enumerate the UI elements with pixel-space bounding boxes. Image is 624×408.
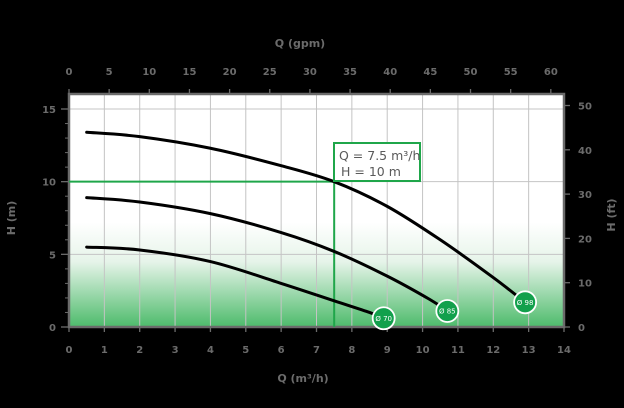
tick-label-x-bottom: 7 [313, 345, 320, 356]
tick-label-x-bottom: 11 [451, 345, 465, 356]
marker-circle [435, 299, 460, 323]
tick-label-x-bottom: 12 [486, 345, 500, 356]
curve-markers: Ø 98 Ø 85 Ø 70 [371, 290, 538, 331]
tick-label-x-bottom: 14 [557, 345, 571, 356]
operating-point-lines [69, 180, 336, 327]
tick-label-x-bottom: 10 [416, 345, 430, 356]
pump-curve-85 [85, 196, 449, 313]
annotation-line-h: H = 10 m [341, 164, 401, 179]
marker-label: Ø 70 [375, 315, 392, 323]
y-axis-right-title: H (ft) [605, 198, 618, 231]
tick-label-x-top: 10 [142, 67, 156, 78]
x-axis-top-title: Q (gpm) [275, 37, 325, 50]
tick-label-y-right: 20 [578, 234, 592, 245]
marker-85: Ø 85 [435, 299, 460, 323]
operating-point-annotation: Q = 7.5 m³/h H = 10 m [333, 142, 421, 182]
tick-label-x-bottom: 2 [136, 345, 143, 356]
tick-label-x-top: 35 [343, 67, 357, 78]
tick-label-x-bottom: 4 [207, 345, 214, 356]
tick-label-x-top: 40 [383, 67, 397, 78]
marker-label: Ø 98 [517, 299, 534, 307]
tick-label-x-bottom: 6 [278, 345, 285, 356]
tick-label-x-bottom: 5 [242, 345, 249, 356]
annotation-line-q: Q = 7.5 m³/h [339, 148, 420, 163]
tick-label-x-top: 20 [223, 67, 237, 78]
tick-label-x-top: 0 [66, 67, 73, 78]
x-axis-bottom-title: Q (m³/h) [277, 372, 328, 385]
tick-label-x-top: 50 [464, 67, 478, 78]
tick-label-y-right: 50 [578, 102, 592, 113]
tick-label-y-left: 10 [42, 178, 56, 189]
tick-label-x-bottom: 9 [384, 345, 391, 356]
tick-label-y-right: 10 [578, 279, 592, 290]
tick-label-x-top: 5 [106, 67, 113, 78]
marker-circle [513, 290, 538, 315]
tick-label-y-left: 0 [49, 323, 56, 334]
tick-label-x-bottom: 8 [348, 345, 355, 356]
marker-98: Ø 98 [513, 290, 538, 315]
pump-curve-70 [85, 245, 386, 320]
y-axis-left-title: H (m) [5, 201, 18, 236]
annotation-box [333, 142, 421, 182]
tick-label-x-bottom: 0 [66, 345, 73, 356]
axes [61, 89, 570, 332]
tick-label-x-bottom: 3 [172, 345, 179, 356]
tick-label-x-top: 15 [182, 67, 196, 78]
tick-label-x-bottom: 1 [101, 345, 108, 356]
tick-label-y-right: 0 [578, 323, 585, 334]
tick-label-x-top: 25 [263, 67, 277, 78]
marker-circle [371, 306, 396, 331]
tick-label-x-top: 55 [504, 67, 518, 78]
tick-label-y-left: 15 [42, 105, 56, 116]
tick-label-y-left: 5 [49, 250, 56, 261]
plot-frame [67, 92, 566, 329]
tick-label-y-right: 40 [578, 146, 592, 157]
tick-label-x-bottom: 13 [522, 345, 536, 356]
tick-label-y-right: 30 [578, 190, 592, 201]
tick-label-x-top: 45 [423, 67, 437, 78]
tick-label-x-top: 60 [544, 67, 558, 78]
tick-label-x-top: 30 [303, 67, 317, 78]
marker-label: Ø 85 [439, 308, 456, 316]
marker-70: Ø 70 [371, 306, 396, 331]
